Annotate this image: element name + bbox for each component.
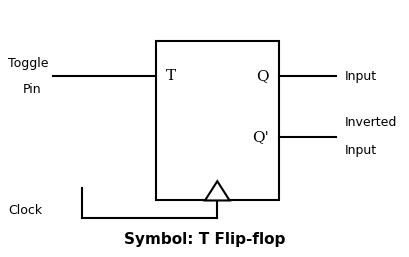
Text: Inverted: Inverted [344,116,396,129]
Text: Q': Q' [251,130,268,144]
Text: Toggle: Toggle [8,57,49,70]
Polygon shape [204,181,229,200]
Text: T: T [166,69,176,83]
Bar [155,41,278,200]
Text: Pin: Pin [22,82,41,96]
Text: Symbol: T Flip-flop: Symbol: T Flip-flop [124,232,285,247]
Text: Clock: Clock [8,204,42,217]
Text: Q: Q [255,69,268,83]
Text: Input: Input [344,144,375,158]
Text: Input: Input [344,70,375,83]
